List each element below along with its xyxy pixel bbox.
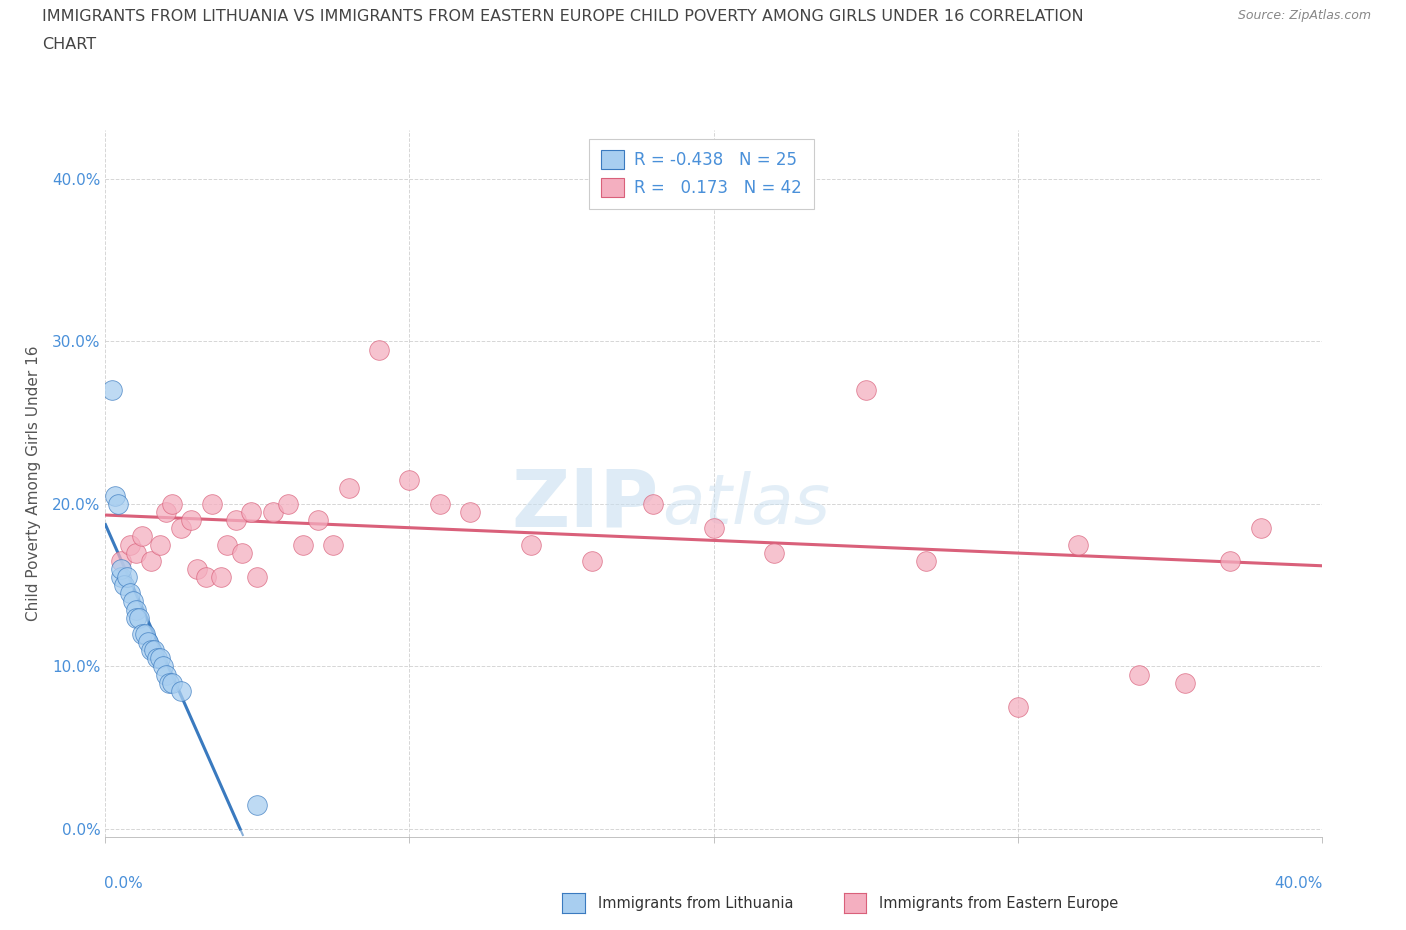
Point <box>855 383 877 398</box>
Text: atlas: atlas <box>662 472 831 538</box>
Point <box>115 569 138 584</box>
Point <box>110 569 132 584</box>
Point <box>209 569 232 584</box>
Point <box>134 627 156 642</box>
Point <box>149 538 172 552</box>
Point <box>162 675 184 690</box>
Point <box>110 553 132 568</box>
Point <box>162 497 184 512</box>
Text: 0.0%: 0.0% <box>104 876 143 891</box>
Point <box>612 179 634 194</box>
Point <box>520 538 543 552</box>
Point <box>194 569 217 584</box>
Point <box>125 602 148 617</box>
Point <box>292 538 315 552</box>
Text: ZIP: ZIP <box>512 466 659 544</box>
Point <box>155 505 177 520</box>
Point <box>368 342 391 357</box>
Point <box>277 497 299 512</box>
Point <box>157 675 180 690</box>
Point <box>100 383 122 398</box>
Text: Immigrants from Lithuania: Immigrants from Lithuania <box>598 897 793 911</box>
Point <box>1067 538 1090 552</box>
Point <box>118 586 141 601</box>
Point <box>186 562 208 577</box>
Point <box>702 521 725 536</box>
Point <box>246 569 269 584</box>
Point <box>225 512 247 527</box>
Point <box>458 505 481 520</box>
Point <box>641 497 664 512</box>
Text: 40.0%: 40.0% <box>1274 876 1323 891</box>
Text: IMMIGRANTS FROM LITHUANIA VS IMMIGRANTS FROM EASTERN EUROPE CHILD POVERTY AMONG : IMMIGRANTS FROM LITHUANIA VS IMMIGRANTS … <box>42 9 1084 24</box>
Point <box>231 545 253 560</box>
Point <box>429 497 451 512</box>
Point <box>136 634 159 649</box>
Point <box>180 512 202 527</box>
Text: Immigrants from Eastern Europe: Immigrants from Eastern Europe <box>879 897 1118 911</box>
Y-axis label: Child Poverty Among Girls Under 16: Child Poverty Among Girls Under 16 <box>25 346 41 621</box>
Point <box>307 512 329 527</box>
Point <box>915 553 938 568</box>
Point <box>121 594 143 609</box>
Point <box>118 538 141 552</box>
Point <box>103 488 125 503</box>
Legend: R = -0.438   N = 25, R =   0.173   N = 42: R = -0.438 N = 25, R = 0.173 N = 42 <box>589 139 814 208</box>
Point <box>1007 699 1029 714</box>
Point <box>107 497 129 512</box>
Point <box>262 505 284 520</box>
Point <box>581 553 603 568</box>
Point <box>110 562 132 577</box>
Point <box>398 472 420 487</box>
Point <box>170 684 193 698</box>
Point <box>1219 553 1241 568</box>
Text: Source: ZipAtlas.com: Source: ZipAtlas.com <box>1237 9 1371 22</box>
Point <box>139 643 162 658</box>
Point <box>146 651 169 666</box>
Point <box>322 538 344 552</box>
Point <box>149 651 172 666</box>
Point <box>125 610 148 625</box>
Point <box>131 529 153 544</box>
Point <box>337 480 360 495</box>
Point <box>240 505 263 520</box>
Point <box>1128 667 1150 682</box>
Point <box>131 627 153 642</box>
Point <box>1174 675 1197 690</box>
Point <box>246 797 269 812</box>
Point <box>155 667 177 682</box>
Point <box>1250 521 1272 536</box>
Point <box>152 659 174 674</box>
Point <box>112 578 135 592</box>
Point <box>217 538 239 552</box>
Text: CHART: CHART <box>42 37 96 52</box>
Point <box>763 545 786 560</box>
Point <box>201 497 224 512</box>
Point <box>143 643 166 658</box>
Point <box>125 545 148 560</box>
Point <box>128 610 150 625</box>
Point <box>170 521 193 536</box>
Point <box>139 553 162 568</box>
